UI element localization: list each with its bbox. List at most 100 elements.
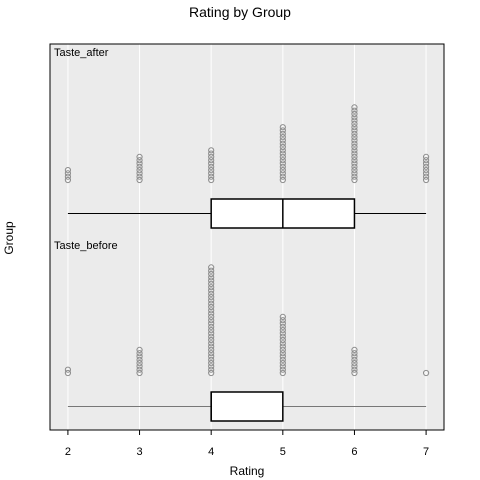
dot-Taste_after-2-3 <box>64 170 72 177</box>
dot-Taste_after-3-6 <box>136 160 143 167</box>
dot-Taste_before-6-2 <box>351 366 358 373</box>
dot-Taste_before-4-30 <box>208 274 215 281</box>
y-axis-label: Group <box>2 221 16 255</box>
dot-Taste_after-3-7 <box>136 157 143 164</box>
dot-Taste_after-6-6 <box>351 160 358 167</box>
dot-Taste_after-6-12 <box>351 140 358 147</box>
dot-Taste_before-4-8 <box>208 346 215 353</box>
dot-Taste_before-4-10 <box>208 340 215 347</box>
dot-Taste_after-6-22 <box>351 107 358 114</box>
dot-Taste_after-7-2 <box>422 173 430 180</box>
dot-Taste_after-5-14 <box>279 134 286 141</box>
dot-Taste_before-4-1 <box>208 369 215 377</box>
dot-Taste_before-4-14 <box>208 327 215 334</box>
chart-title: Rating by Group <box>189 4 291 20</box>
dot-Taste_after-7-3 <box>422 170 430 177</box>
dot-Taste_after-7-5 <box>422 163 430 170</box>
dot-Taste_after-6-15 <box>351 130 358 137</box>
dot-Taste_before-2-1 <box>64 369 72 377</box>
grid-lines <box>67 44 427 430</box>
dot-Taste_before-5-6 <box>279 353 286 360</box>
dot-Taste_before-4-16 <box>208 320 215 327</box>
dot-Taste_before-4-29 <box>208 277 215 284</box>
dot-Taste_after-6-3 <box>351 170 358 177</box>
dot-Taste_before-3-3 <box>136 363 143 370</box>
x-tick-label-3: 3 <box>136 446 142 458</box>
dot-Taste_before-5-11 <box>279 336 286 344</box>
dot-Taste_after-6-23 <box>351 104 358 111</box>
plot-border <box>49 43 445 431</box>
dot-Taste_before-6-8 <box>351 346 358 353</box>
dot-Taste_before-3-6 <box>136 353 143 360</box>
dot-Taste_before-4-4 <box>208 360 215 367</box>
dot-Taste_before-5-7 <box>279 350 286 357</box>
dot-Taste_after-6-5 <box>351 163 358 170</box>
dot-Taste_after-3-1 <box>136 176 143 184</box>
dot-Taste_after-2-1 <box>64 176 72 184</box>
dot-Taste_after-6-4 <box>351 167 358 174</box>
dot-Taste_after-3-4 <box>136 167 143 174</box>
dot-Taste_after-7-8 <box>422 153 430 160</box>
dot-Taste_before-5-16 <box>279 320 286 327</box>
dot-Taste_after-5-15 <box>279 130 286 137</box>
dot-Taste_before-4-21 <box>208 303 215 311</box>
dot-Taste_before-4-12 <box>208 333 215 340</box>
dot-Taste_before-5-1 <box>279 369 286 377</box>
dot-Taste_before-5-2 <box>279 366 286 373</box>
dot-Taste_after-6-1 <box>351 176 358 184</box>
dot-Taste_after-5-7 <box>279 157 286 164</box>
dot-Taste_before-3-5 <box>136 356 143 363</box>
x-axis-label: Rating <box>230 464 265 478</box>
dot-Taste_after-5-2 <box>279 173 286 180</box>
dot-Taste_before-6-1 <box>351 369 358 377</box>
dot-Taste_after-6-13 <box>351 137 358 144</box>
dot-Taste_after-7-1 <box>422 176 430 184</box>
dot-Taste_before-6-7 <box>351 350 358 357</box>
dot-Taste_after-6-20 <box>351 114 358 121</box>
x-tick-label-2: 2 <box>65 446 71 458</box>
dot-Taste_after-3-3 <box>136 170 143 177</box>
dot-Taste_after-5-3 <box>279 170 286 177</box>
dot-Taste_before-4-18 <box>208 313 215 320</box>
dot-Taste_before-5-10 <box>279 340 286 347</box>
dot-Taste_before-4-23 <box>208 297 215 304</box>
dot-Taste_before-5-8 <box>279 346 286 353</box>
dot-Taste_before-4-26 <box>208 287 215 294</box>
dot-Taste_before-4-32 <box>208 267 215 274</box>
group-panel-Taste_after: Taste_after <box>54 47 430 229</box>
dot-Taste_after-3-5 <box>136 163 143 170</box>
dot-Taste_before-4-24 <box>208 294 215 301</box>
dot-Taste_after-6-21 <box>351 110 358 118</box>
dot-Taste_before-4-17 <box>208 317 215 324</box>
dot-Taste_before-3-8 <box>136 346 143 353</box>
dot-Taste_before-6-6 <box>351 353 358 360</box>
dot-Taste_before-4-19 <box>208 310 215 317</box>
dot-Taste_after-6-2 <box>351 173 358 180</box>
dot-Taste_after-2-2 <box>64 173 72 180</box>
dot-Taste_after-4-10 <box>208 147 215 154</box>
dot-Taste_before-3-1 <box>136 369 143 377</box>
dot-Taste_after-5-17 <box>279 124 286 131</box>
dot-Taste_after-5-5 <box>279 163 286 170</box>
dot-Taste_before-5-14 <box>279 327 286 334</box>
dot-Taste_after-5-12 <box>279 140 286 147</box>
dot-Taste_after-6-17 <box>351 124 358 131</box>
dot-Taste_after-4-9 <box>208 150 215 157</box>
dot-Taste_after-4-2 <box>208 173 215 180</box>
dot-Taste_after-5-4 <box>279 167 286 174</box>
x-tick-label-6: 6 <box>351 446 357 458</box>
dot-Taste_before-2-2 <box>64 366 72 373</box>
group-label: Taste_after <box>54 47 109 59</box>
dot-Taste_after-6-9 <box>351 150 358 157</box>
dot-Taste_after-6-8 <box>351 153 358 160</box>
dot-Taste_after-5-10 <box>279 147 286 154</box>
dot-Taste_after-6-16 <box>351 127 358 134</box>
dot-Taste_before-4-9 <box>208 343 215 350</box>
dot-Taste_before-4-25 <box>208 290 215 297</box>
dot-Taste_before-4-27 <box>208 284 215 291</box>
dot-Taste_after-5-13 <box>279 137 286 144</box>
dot-Taste_before-4-7 <box>208 350 215 357</box>
dot-Taste_before-4-11 <box>208 336 215 344</box>
dot-Taste_before-5-13 <box>279 330 286 337</box>
